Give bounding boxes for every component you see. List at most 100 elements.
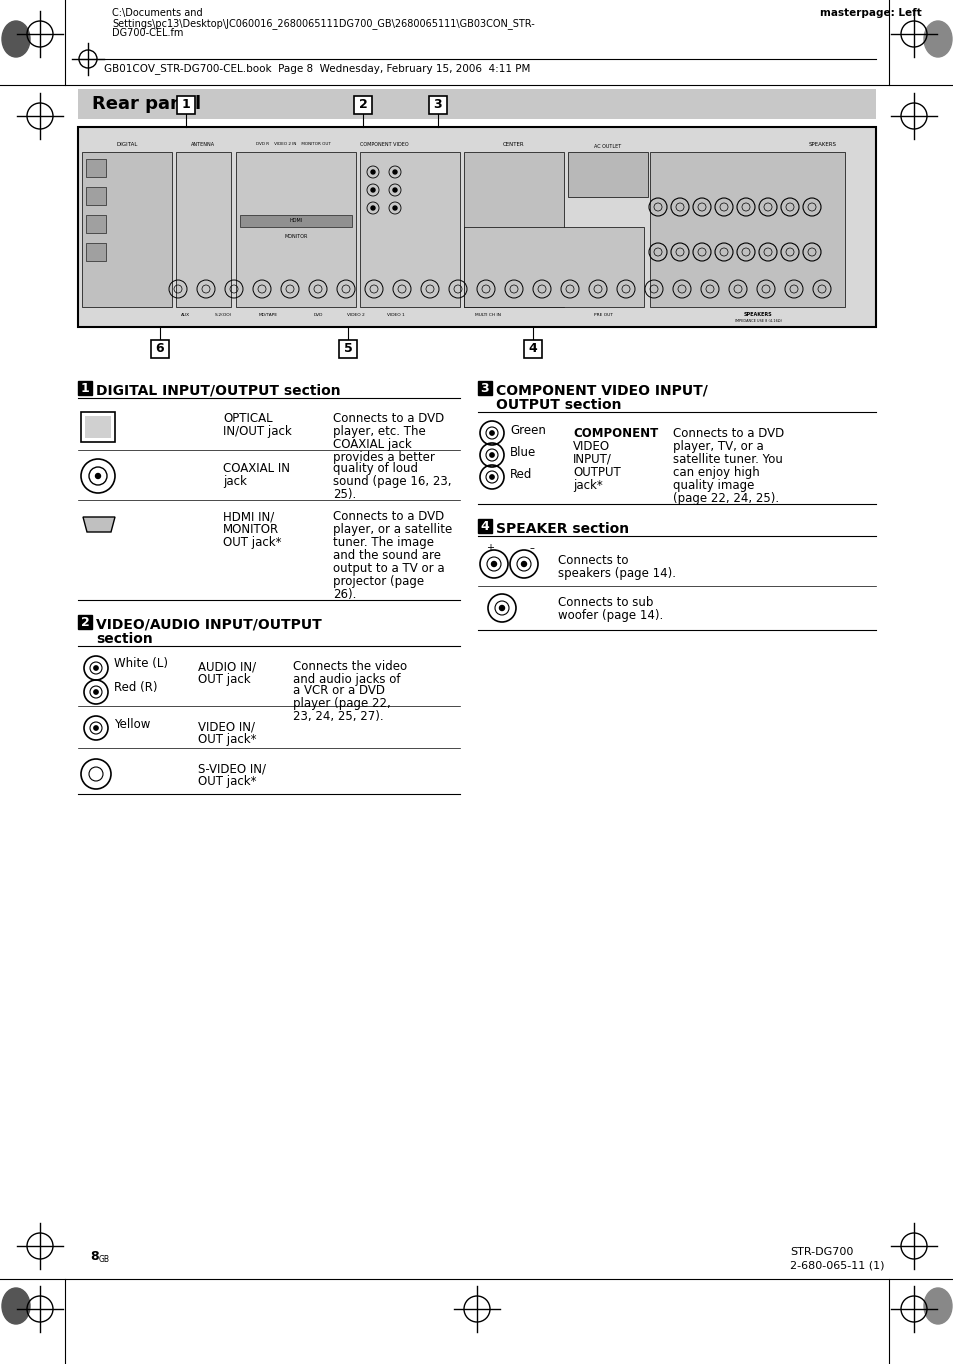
Text: player, or a satellite: player, or a satellite	[333, 522, 452, 536]
FancyBboxPatch shape	[338, 340, 356, 357]
FancyBboxPatch shape	[354, 95, 372, 115]
Text: sound (page 16, 23,: sound (page 16, 23,	[333, 475, 451, 488]
Text: can enjoy high: can enjoy high	[672, 466, 759, 479]
Circle shape	[489, 431, 494, 435]
Text: Settings\pc13\Desktop\JC060016_2680065111DG700_GB\2680065111\GB03CON_STR-: Settings\pc13\Desktop\JC060016_268006511…	[112, 18, 535, 29]
Text: OPTICAL: OPTICAL	[223, 412, 273, 426]
Text: Red: Red	[510, 468, 532, 480]
Text: player, etc. The: player, etc. The	[333, 426, 425, 438]
Text: 5: 5	[343, 342, 352, 356]
Text: OUT jack*: OUT jack*	[198, 775, 256, 788]
Text: 25).: 25).	[333, 488, 355, 501]
Text: Connects to: Connects to	[558, 554, 628, 567]
Text: tuner. The image: tuner. The image	[333, 536, 434, 548]
Circle shape	[95, 473, 100, 479]
Text: HDMI IN/: HDMI IN/	[223, 510, 274, 522]
FancyBboxPatch shape	[86, 160, 106, 177]
Text: woofer (page 14).: woofer (page 14).	[558, 608, 662, 622]
Text: COMPONENT VIDEO: COMPONENT VIDEO	[359, 142, 408, 147]
Text: 26).: 26).	[333, 588, 356, 602]
Text: VIDEO 1: VIDEO 1	[387, 312, 404, 316]
Text: OUT jack: OUT jack	[198, 672, 251, 686]
Text: Blue: Blue	[510, 446, 536, 458]
Text: OUTPUT: OUTPUT	[573, 466, 620, 479]
Text: (page 22, 24, 25).: (page 22, 24, 25).	[672, 492, 779, 505]
FancyBboxPatch shape	[78, 89, 875, 119]
Text: MONITOR: MONITOR	[284, 233, 308, 239]
Circle shape	[393, 170, 396, 175]
Text: output to a TV or a: output to a TV or a	[333, 562, 444, 576]
Text: satellite tuner. You: satellite tuner. You	[672, 453, 782, 466]
Circle shape	[499, 606, 504, 611]
Text: 6: 6	[155, 342, 164, 356]
Text: +: +	[485, 543, 494, 552]
Text: section: section	[96, 632, 152, 647]
Text: 2: 2	[358, 98, 367, 112]
Text: VIDEO 2: VIDEO 2	[347, 312, 364, 316]
Text: Connects to sub: Connects to sub	[558, 596, 653, 608]
Text: 4: 4	[528, 342, 537, 356]
FancyBboxPatch shape	[649, 151, 844, 307]
Text: player (page 22,: player (page 22,	[293, 697, 391, 711]
FancyBboxPatch shape	[85, 416, 111, 438]
Text: OUTPUT section: OUTPUT section	[496, 398, 620, 412]
Circle shape	[371, 206, 375, 210]
Ellipse shape	[2, 20, 30, 57]
Text: jack*: jack*	[573, 479, 602, 492]
Text: Connects the video: Connects the video	[293, 660, 407, 672]
Text: S-2(OO): S-2(OO)	[214, 312, 232, 316]
Text: AUDIO IN/: AUDIO IN/	[198, 660, 255, 672]
Text: S-VIDEO IN/: S-VIDEO IN/	[198, 762, 266, 775]
Text: Rear panel: Rear panel	[91, 95, 201, 113]
Text: and audio jacks of: and audio jacks of	[293, 672, 400, 686]
Text: Green: Green	[510, 423, 545, 436]
Text: MD/TAPE: MD/TAPE	[258, 312, 277, 316]
Circle shape	[371, 188, 375, 192]
Text: Yellow: Yellow	[113, 717, 151, 731]
Text: SPEAKER section: SPEAKER section	[496, 522, 628, 536]
Text: MULTI CH IN: MULTI CH IN	[475, 312, 500, 316]
Text: COMPONENT VIDEO INPUT/: COMPONENT VIDEO INPUT/	[496, 385, 707, 398]
Text: COAXIAL IN: COAXIAL IN	[223, 462, 290, 475]
Text: a VCR or a DVD: a VCR or a DVD	[293, 683, 385, 697]
Text: IN/OUT jack: IN/OUT jack	[223, 426, 292, 438]
Circle shape	[393, 206, 396, 210]
FancyBboxPatch shape	[235, 151, 355, 307]
Text: HDMI: HDMI	[289, 217, 302, 222]
Text: speakers (page 14).: speakers (page 14).	[558, 567, 676, 580]
Text: player, TV, or a: player, TV, or a	[672, 441, 763, 453]
FancyBboxPatch shape	[78, 127, 875, 327]
Text: 4: 4	[480, 520, 489, 532]
FancyBboxPatch shape	[86, 243, 106, 261]
FancyBboxPatch shape	[78, 381, 91, 396]
Text: 8: 8	[90, 1249, 98, 1263]
Text: 2-680-065-11 (1): 2-680-065-11 (1)	[789, 1260, 883, 1271]
FancyBboxPatch shape	[523, 340, 541, 357]
Text: Connects to a DVD: Connects to a DVD	[333, 510, 444, 522]
Text: jack: jack	[223, 475, 247, 488]
Text: SPEAKERS: SPEAKERS	[808, 142, 836, 147]
Text: provides a better: provides a better	[333, 451, 435, 464]
Circle shape	[93, 726, 98, 730]
Text: 23, 24, 25, 27).: 23, 24, 25, 27).	[293, 711, 383, 723]
Text: INPUT/: INPUT/	[573, 453, 611, 466]
Text: 1: 1	[181, 98, 191, 112]
Text: 1: 1	[81, 382, 90, 394]
FancyBboxPatch shape	[151, 340, 169, 357]
Text: projector (page: projector (page	[333, 576, 424, 588]
Text: Connects to a DVD: Connects to a DVD	[672, 427, 783, 441]
FancyBboxPatch shape	[86, 216, 106, 233]
FancyBboxPatch shape	[81, 412, 115, 442]
Text: Red (R): Red (R)	[113, 682, 157, 694]
Circle shape	[489, 475, 494, 479]
Text: quality image: quality image	[672, 479, 754, 492]
FancyBboxPatch shape	[477, 381, 492, 396]
Text: SPEAKERS: SPEAKERS	[743, 312, 772, 316]
Text: quality of loud: quality of loud	[333, 462, 417, 475]
Text: masterpage: Left: masterpage: Left	[820, 8, 921, 18]
Text: VIDEO: VIDEO	[573, 441, 610, 453]
Ellipse shape	[923, 20, 951, 57]
Text: OUT jack*: OUT jack*	[198, 732, 256, 746]
Circle shape	[491, 562, 496, 566]
Text: COMPONENT: COMPONENT	[573, 427, 658, 441]
